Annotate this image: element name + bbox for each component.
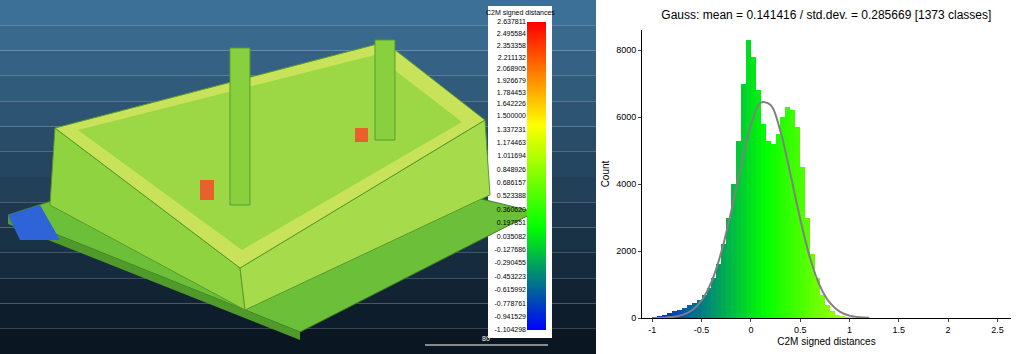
svg-text:6000: 6000 (616, 112, 636, 122)
svg-text:2.068905: 2.068905 (497, 65, 526, 72)
svg-text:2.211132: 2.211132 (498, 54, 526, 61)
svg-text:-0.941529: -0.941529 (494, 313, 526, 320)
svg-text:2: 2 (946, 325, 951, 335)
svg-text:1.011694: 1.011694 (497, 152, 526, 159)
svg-text:2000: 2000 (616, 246, 636, 256)
svg-text:2.5: 2.5 (991, 325, 1004, 335)
svg-text:-0.5: -0.5 (694, 325, 710, 335)
svg-text:-0.290455: -0.290455 (494, 259, 526, 266)
svg-text:1.784453: 1.784453 (497, 89, 526, 96)
svg-text:C2M signed distances: C2M signed distances (777, 336, 875, 347)
svg-text:0.848926: 0.848926 (497, 166, 526, 173)
svg-text:0.035082: 0.035082 (497, 233, 526, 240)
svg-text:1.5: 1.5 (893, 325, 906, 335)
svg-text:C2M signed distances: C2M signed distances (486, 9, 555, 17)
svg-text:0.360620: 0.360620 (497, 206, 526, 213)
svg-text:Gauss: mean = 0.141416 / std.d: Gauss: mean = 0.141416 / std.dev. = 0.28… (661, 8, 991, 22)
svg-text:0: 0 (748, 325, 753, 335)
svg-text:Count: Count (600, 160, 611, 187)
svg-text:4000: 4000 (616, 179, 636, 189)
svg-text:8000: 8000 (616, 45, 636, 55)
svg-text:-0.127686: -0.127686 (494, 246, 526, 253)
svg-text:1.926679: 1.926679 (497, 77, 526, 84)
svg-text:2.353358: 2.353358 (497, 42, 526, 49)
svg-text:2.495584: 2.495584 (497, 30, 526, 37)
svg-text:-0.615992: -0.615992 (494, 286, 526, 293)
svg-text:-0.453223: -0.453223 (494, 273, 526, 280)
svg-text:-0.778761: -0.778761 (494, 300, 526, 307)
svg-text:0.523388: 0.523388 (497, 192, 526, 199)
svg-text:2.637811: 2.637811 (497, 18, 526, 25)
svg-text:-1.104298: -1.104298 (494, 326, 526, 333)
svg-text:1: 1 (847, 325, 852, 335)
svg-text:1.174463: 1.174463 (497, 139, 526, 146)
svg-text:80: 80 (482, 335, 490, 342)
svg-text:0.5: 0.5 (794, 325, 807, 335)
svg-text:1.337231: 1.337231 (497, 126, 526, 133)
svg-text:0.686157: 0.686157 (497, 179, 526, 186)
svg-text:0.197851: 0.197851 (497, 219, 526, 226)
svg-text:1.642226: 1.642226 (497, 100, 526, 107)
svg-text:-1: -1 (648, 325, 656, 335)
svg-text:1.500000: 1.500000 (497, 112, 526, 119)
svg-text:0: 0 (631, 313, 636, 323)
